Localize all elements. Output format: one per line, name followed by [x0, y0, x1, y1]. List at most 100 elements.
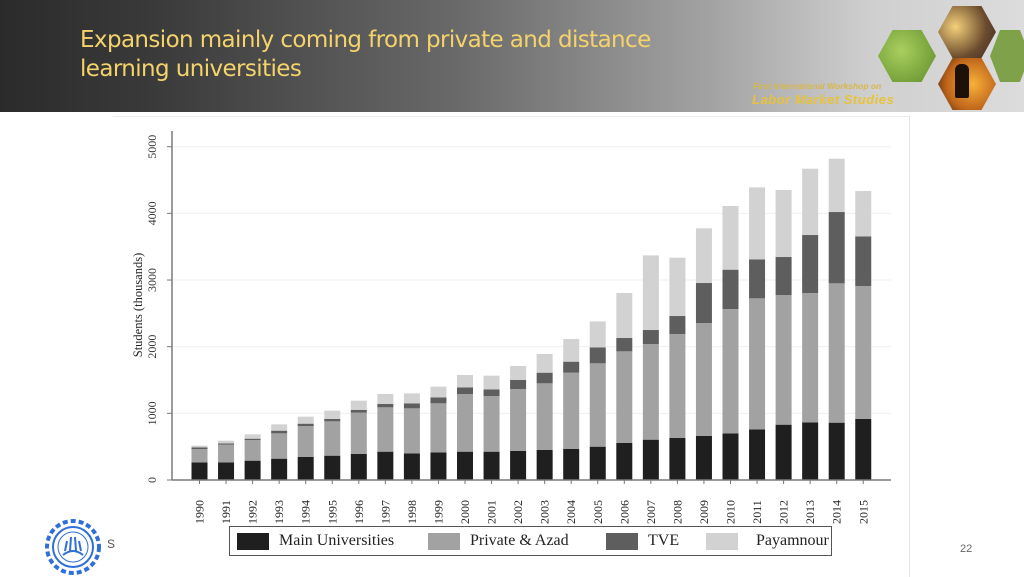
bar-segment-payamnour: [828, 158, 845, 213]
bar-segment-main-universities: [510, 451, 527, 480]
x-tick-label: 2015: [856, 500, 870, 524]
footer-text: S: [107, 537, 116, 551]
bar-segment-private-azad: [430, 403, 447, 453]
x-tick-label: 2009: [697, 500, 711, 524]
bar-segment-main-universities: [616, 443, 633, 480]
x-tick-label: 2000: [458, 500, 472, 524]
bar-segment-private-azad: [802, 293, 819, 423]
bar-segment-tve: [802, 235, 819, 294]
bar-segment-main-universities: [430, 452, 447, 480]
y-tick-label: 2000: [145, 335, 159, 359]
x-tick-label: 1993: [272, 500, 286, 524]
bar-segment-payamnour: [855, 191, 872, 237]
bar-segment-tve: [510, 380, 527, 390]
workshop-brand-line1: First International Workshop on: [753, 81, 882, 91]
bar-segment-private-azad: [244, 440, 261, 461]
bar-segment-payamnour: [430, 386, 447, 398]
bar-segment-main-universities: [563, 449, 580, 480]
y-tick-label: 5000: [145, 135, 159, 159]
gridlines: [172, 146, 891, 414]
bar-segment-payamnour: [457, 375, 473, 388]
bar-segment-private-azad: [642, 344, 659, 440]
bar-segment-tve: [536, 372, 553, 384]
bar-segment-private-azad: [377, 407, 394, 452]
bar-segment-payamnour: [563, 339, 580, 362]
bar-segment-main-universities: [218, 462, 235, 480]
bar-segment-payamnour: [802, 168, 819, 236]
bar-segment-payamnour: [218, 440, 235, 444]
bar-segment-private-azad: [695, 323, 712, 437]
bar-segment-main-universities: [244, 460, 261, 480]
legend-label: Payamnour: [756, 532, 829, 549]
legend-item-private-azad: Private & Azad: [428, 527, 569, 555]
bar-segment-payamnour: [589, 321, 606, 348]
bar-segment-tve: [244, 438, 261, 441]
x-tick-label: 2005: [591, 500, 605, 524]
x-tick-label: 1995: [325, 500, 339, 524]
bar-segment-main-universities: [669, 438, 686, 480]
bar-segment-main-universities: [589, 446, 606, 480]
bar-segment-payamnour: [483, 375, 500, 390]
bar-segment-tve: [642, 330, 659, 345]
bar-segment-payamnour: [403, 393, 420, 404]
x-tick-label: 2006: [617, 500, 631, 524]
bar-segment-tve: [430, 397, 447, 404]
x-tick-label: 1994: [299, 500, 313, 524]
bar-segment-private-azad: [722, 309, 739, 434]
bar-segment-main-universities: [297, 457, 314, 480]
x-tick-label: 2001: [485, 500, 499, 524]
bar-segment-payamnour: [297, 416, 314, 424]
bar-segment-private-azad: [828, 283, 845, 423]
bar-segment-private-azad: [616, 351, 633, 444]
bar-segment-private-azad: [855, 286, 872, 420]
bar-segment-private-azad: [589, 363, 606, 447]
x-tick-label: 1998: [405, 500, 419, 524]
bar-segment-tve: [855, 236, 872, 287]
workshop-brand-line2: Labor Market Studies: [752, 92, 895, 107]
bar-segment-tve: [324, 419, 341, 422]
legend-swatch: [606, 532, 638, 550]
bar-segment-private-azad: [403, 408, 420, 454]
bar-segment-main-universities: [749, 429, 766, 480]
bar-segment-tve: [616, 338, 633, 352]
y-tick-label: 0: [145, 477, 159, 483]
bar-segment-payamnour: [350, 400, 367, 411]
bar-segment-tve: [749, 259, 766, 299]
legend-item-tve: TVE: [606, 527, 679, 555]
title-line-1: Expansion mainly coming from private and…: [80, 27, 651, 53]
bar-segment-main-universities: [483, 451, 500, 480]
legend-swatch: [706, 532, 738, 550]
bar-segment-tve: [271, 430, 288, 434]
bar-segment-private-azad: [749, 298, 766, 430]
bar-segment-payamnour: [271, 424, 288, 431]
y-tick-label: 1000: [145, 401, 159, 425]
legend-label: TVE: [648, 532, 680, 549]
bar-segment-main-universities: [191, 462, 208, 480]
bar-segment-main-universities: [403, 453, 420, 480]
x-tick-label: 2011: [750, 500, 764, 524]
bar-segment-private-azad: [218, 444, 235, 463]
bar-segment-tve: [350, 410, 367, 413]
bar-segment-payamnour: [749, 187, 766, 260]
bar-segment-tve: [483, 389, 500, 397]
x-tick-label: 1992: [246, 500, 260, 524]
bar-segment-tve: [828, 212, 845, 284]
title-line-2: learning universities: [80, 56, 302, 82]
bar-segment-main-universities: [457, 451, 473, 480]
bar-segment-private-azad: [350, 412, 367, 455]
bar-segment-payamnour: [642, 255, 659, 331]
legend-swatch: [428, 532, 460, 550]
bar-segment-main-universities: [642, 439, 659, 480]
bar-segment-payamnour: [324, 410, 341, 420]
y-tick-label: 3000: [145, 268, 159, 292]
bar-segment-tve: [775, 257, 792, 296]
x-tick-label: 1990: [193, 500, 207, 524]
bar-segment-tve: [191, 447, 208, 450]
bar-segment-private-azad: [297, 426, 314, 458]
legend-label: Main Universities: [279, 532, 395, 549]
chart-image-frame: [113, 116, 910, 577]
bar-segment-main-universities: [722, 433, 739, 480]
bar-segment-payamnour: [244, 434, 261, 439]
bar-segment-private-azad: [324, 421, 341, 456]
bar-segment-main-universities: [828, 422, 845, 480]
